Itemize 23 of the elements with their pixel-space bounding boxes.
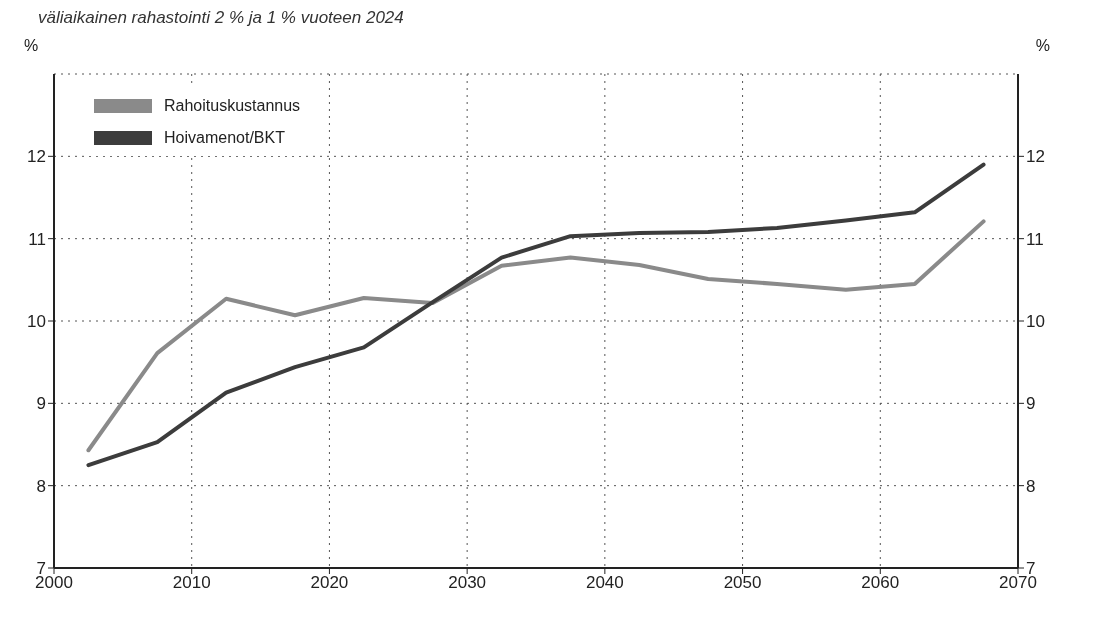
y2-tick-label: 12 [1026, 147, 1045, 167]
y2-tick-label: 10 [1026, 312, 1045, 332]
y-tick-label: 9 [36, 394, 46, 414]
legend-label: Rahoituskustannus [164, 97, 301, 115]
y-tick-label: 11 [28, 229, 46, 249]
y-tick-label: 12 [27, 147, 46, 167]
y2-axis-title: % [1035, 37, 1050, 55]
x-tick-label: 2040 [585, 573, 624, 593]
y-axis-title: % [24, 37, 39, 55]
chart-title: väliaikainen rahastointi 2 % ja 1 % vuoteen 2024 [38, 8, 405, 29]
y2-tick-label: 9 [1026, 394, 1036, 414]
y-tick-label: 10 [27, 312, 46, 332]
line-series [86, 219, 986, 453]
x-tick-label: 2010 [172, 573, 211, 593]
line-series [86, 162, 986, 468]
x-tick-label: 2020 [310, 573, 349, 593]
y2-tick-label: 8 [1026, 476, 1036, 496]
y-tick-label: 8 [36, 476, 46, 496]
legend-label: Hoivamenot/BKT [164, 129, 285, 147]
x-tick-label: 2060 [861, 573, 900, 593]
y2-tick-label: 11 [1026, 229, 1044, 249]
x-tick-label: 2030 [448, 573, 487, 593]
x-tick-label: 2050 [723, 573, 762, 593]
